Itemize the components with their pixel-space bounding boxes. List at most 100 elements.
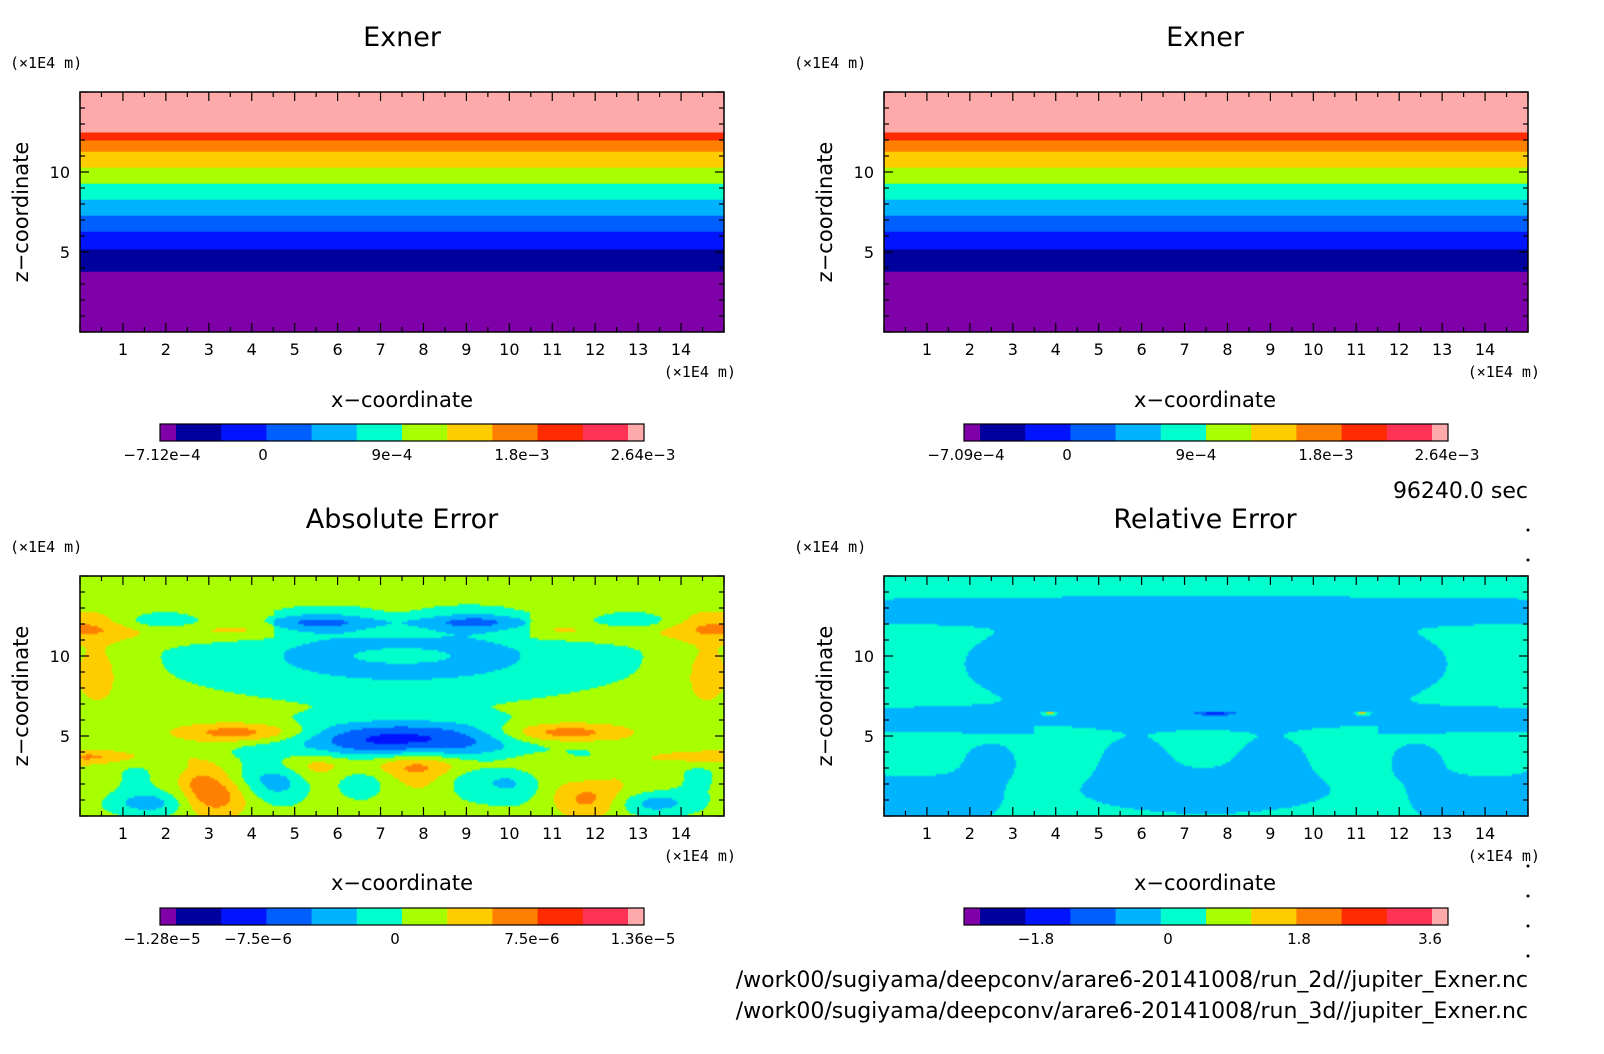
contour-band (884, 140, 1528, 152)
contour-band (80, 215, 724, 232)
y-tick-label: 10 (854, 163, 874, 182)
panel-title: Exner (1166, 22, 1245, 53)
x-tick-label: 6 (1137, 824, 1147, 843)
x-tick-label: 8 (1222, 824, 1232, 843)
x-tick-label: 5 (1094, 824, 1104, 843)
contour-field (80, 576, 724, 816)
x-tick-label: 14 (1475, 824, 1495, 843)
x-tick-label: 3 (1008, 824, 1018, 843)
colorbar-swatch (1070, 908, 1116, 925)
colorbar-label: 7.5e−6 (504, 930, 559, 948)
x-tick-label: 7 (375, 824, 385, 843)
panel-relative-error: Relative Error (×1E4 m) 1 2 3 4 5 6 7 8 9 10 11 12 1… (794, 504, 1540, 948)
contour-band (80, 199, 724, 216)
colorbar-swatch (1296, 908, 1342, 925)
colorbar-swatch (1386, 424, 1433, 441)
x-tick-label: 3 (204, 824, 214, 843)
contour-band (884, 199, 1528, 216)
colorbar-label: −7.12e−4 (123, 446, 200, 464)
colorbar-swatch (160, 908, 177, 925)
x-tick-label: 1 (922, 340, 932, 359)
contour-band (80, 132, 724, 141)
colorbar-label: 9e−4 (1176, 446, 1217, 464)
colorbar-swatch (1025, 424, 1071, 441)
panel-title: Absolute Error (306, 504, 499, 535)
colorbar-frame (159, 907, 645, 926)
contour-band (884, 183, 1528, 200)
x-tick-label: 2 (161, 340, 171, 359)
colorbar-labels: −7.12e−4 0 9e−4 1.8e−3 2.64e−3 (123, 446, 675, 464)
colorbar-swatch (1251, 424, 1297, 441)
colorbar (159, 423, 645, 442)
x-tick-label: 10 (1303, 340, 1323, 359)
colorbar-swatch (1070, 424, 1116, 441)
colorbar-swatch (1025, 908, 1071, 925)
colorbar-swatch (1160, 424, 1207, 441)
x-tick-label: 1 (922, 824, 932, 843)
colorbar-swatch (582, 424, 629, 441)
colorbar-label: −7.5e−6 (224, 930, 292, 948)
x-tick-label: 8 (418, 824, 428, 843)
contour-band (884, 215, 1528, 232)
colorbar-swatch (964, 908, 981, 925)
colorbar-label: 0 (258, 446, 268, 464)
colorbar-label: 1.8e−3 (1298, 446, 1353, 464)
panel-title: Relative Error (1113, 504, 1297, 535)
colorbar-swatch (266, 424, 312, 441)
colorbar-swatch (1206, 424, 1252, 441)
colorbar-swatch (492, 424, 538, 441)
contour-band (884, 167, 1528, 184)
x-tick-label: 7 (1179, 340, 1189, 359)
colorbar-swatch (582, 908, 629, 925)
colorbar-swatch (628, 424, 645, 441)
x-tick-label: 1 (118, 824, 128, 843)
colorbar (963, 423, 1449, 442)
colorbar-swatch (980, 908, 1026, 925)
colorbar-frame (963, 907, 1449, 926)
x-tick-label: 4 (1051, 824, 1061, 843)
colorbar-frame (963, 423, 1449, 442)
colorbar-swatch (176, 424, 222, 441)
x-tick-label: 12 (585, 340, 605, 359)
colorbar-swatch (537, 424, 584, 441)
y-tick-label: 5 (60, 243, 70, 262)
x-tick-label: 11 (542, 824, 562, 843)
x-tick-label: 6 (1137, 340, 1147, 359)
colorbar-label: 0 (1062, 446, 1072, 464)
margin-dot (1526, 528, 1530, 532)
x-tick-label: 6 (333, 824, 343, 843)
contour-band (80, 92, 724, 133)
colorbar-label: 1.8 (1287, 930, 1311, 948)
y-tick-label: 10 (854, 647, 874, 666)
x-tick-label: 7 (375, 340, 385, 359)
colorbar-swatch (176, 908, 222, 925)
colorbar-label: 0 (1163, 930, 1173, 948)
colorbar-swatch (447, 908, 493, 925)
y-unit-label: (×1E4 m) (794, 538, 866, 556)
colorbar-label: 9e−4 (372, 446, 413, 464)
y-tick-label: 5 (864, 727, 874, 746)
margin-dot (1526, 864, 1530, 868)
y-axis-label: z−coordinate (9, 142, 33, 283)
colorbar-label: −7.09e−4 (927, 446, 1004, 464)
margin-dots (1526, 528, 1530, 958)
contour-band (80, 231, 724, 250)
x-tick-label: 13 (1432, 824, 1452, 843)
x-tick-label: 9 (1265, 340, 1275, 359)
x-tick-label: 2 (161, 824, 171, 843)
x-tick-label: 8 (418, 340, 428, 359)
x-tick-label: 8 (1222, 340, 1232, 359)
contour-band (884, 92, 1528, 133)
colorbar-swatch (1115, 424, 1162, 441)
colorbar-label: 0 (390, 930, 400, 948)
contour-band (884, 151, 1528, 168)
colorbar-swatch (964, 424, 981, 441)
colorbar-swatch (447, 424, 493, 441)
colorbar-swatch (221, 908, 267, 925)
x-tick-label: 6 (333, 340, 343, 359)
